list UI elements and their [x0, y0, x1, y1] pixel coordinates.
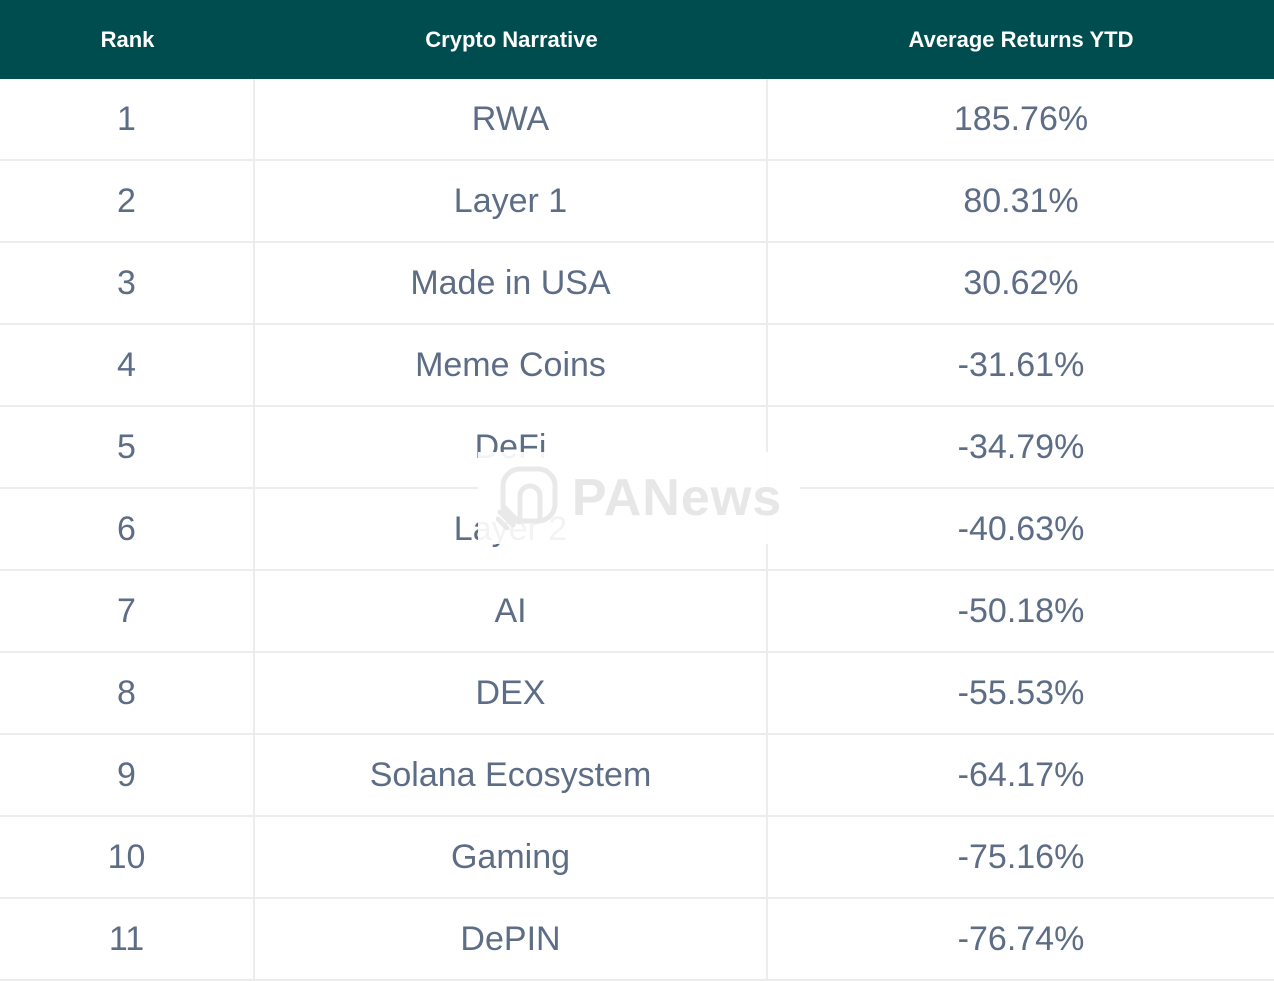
cell-narrative: Made in USA	[255, 243, 768, 325]
cell-narrative: Solana Ecosystem	[255, 735, 768, 817]
cell-narrative: Gaming	[255, 817, 768, 899]
table-body: 1 RWA 185.76% 2 Layer 1 80.31% 3 Made in…	[0, 79, 1274, 981]
cell-rank: 10	[0, 817, 255, 899]
cell-narrative: DePIN	[255, 899, 768, 981]
cell-rank: 6	[0, 489, 255, 571]
cell-narrative: DeFi	[255, 407, 768, 489]
cell-returns: -40.63%	[768, 489, 1274, 571]
header-cell-rank: Rank	[100, 26, 155, 52]
cell-narrative: Layer 1	[255, 161, 768, 243]
cell-narrative: AI	[255, 571, 768, 653]
table-row: 10 Gaming -75.16%	[0, 817, 1274, 899]
table-row: 2 Layer 1 80.31%	[0, 161, 1274, 243]
cell-rank: 9	[0, 735, 255, 817]
cell-narrative: Layer 2	[255, 489, 768, 571]
cell-returns: 185.76%	[768, 79, 1274, 161]
cell-rank: 7	[0, 571, 255, 653]
cell-rank: 2	[0, 161, 255, 243]
table-row: 7 AI -50.18%	[0, 571, 1274, 653]
cell-rank: 11	[0, 899, 255, 981]
cell-returns: 30.62%	[768, 243, 1274, 325]
cell-returns: -76.74%	[768, 899, 1274, 981]
cell-returns: -31.61%	[768, 325, 1274, 407]
cell-rank: 1	[0, 79, 255, 161]
header-cell-crypto-narrative: Crypto Narrative	[425, 26, 598, 52]
table-row: 3 Made in USA 30.62%	[0, 243, 1274, 325]
table-row: 1 RWA 185.76%	[0, 79, 1274, 161]
header-cell-average-returns-ytd: Average Returns YTD	[908, 26, 1134, 52]
cell-rank: 8	[0, 653, 255, 735]
cell-returns: -75.16%	[768, 817, 1274, 899]
cell-rank: 3	[0, 243, 255, 325]
table-row: 4 Meme Coins -31.61%	[0, 325, 1274, 407]
cell-narrative: RWA	[255, 79, 768, 161]
cell-narrative: DEX	[255, 653, 768, 735]
table-row: 6 Layer 2 -40.63%	[0, 489, 1274, 571]
table-row: 11 DePIN -76.74%	[0, 899, 1274, 981]
cell-rank: 5	[0, 407, 255, 489]
cell-returns: -55.53%	[768, 653, 1274, 735]
table-row: 5 DeFi -34.79%	[0, 407, 1274, 489]
cell-returns: -34.79%	[768, 407, 1274, 489]
table-row: 8 DEX -55.53%	[0, 653, 1274, 735]
table-header-row: Rank Crypto Narrative Average Returns YT…	[0, 0, 1274, 79]
cell-returns: 80.31%	[768, 161, 1274, 243]
cell-returns: -50.18%	[768, 571, 1274, 653]
cell-rank: 4	[0, 325, 255, 407]
table-row: 9 Solana Ecosystem -64.17%	[0, 735, 1274, 817]
cell-narrative: Meme Coins	[255, 325, 768, 407]
cell-returns: -64.17%	[768, 735, 1274, 817]
